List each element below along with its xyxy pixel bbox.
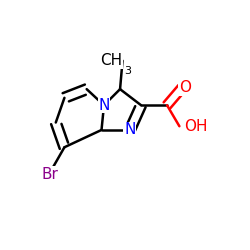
Text: N: N [124,122,136,138]
Text: CH: CH [100,53,122,68]
Text: 3: 3 [124,66,131,76]
Text: OH: OH [184,119,208,134]
Text: Br: Br [41,167,58,182]
Text: O: O [179,80,191,96]
Text: N: N [98,98,110,113]
